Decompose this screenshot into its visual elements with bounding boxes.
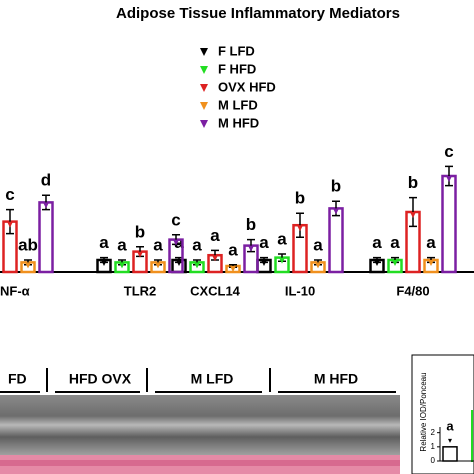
data-marker [176,260,182,266]
significance-letter: a [174,233,184,252]
data-marker [137,251,143,258]
bar [441,174,457,274]
significance-letter: a [192,235,202,254]
legend-label: F HFD [218,61,256,76]
data-marker [43,202,49,209]
data-marker [333,208,339,215]
legend-marker [200,120,208,128]
significance-letter: a [277,229,287,248]
y-tick-label: 1 [431,442,436,451]
significance-letter: a [259,233,269,252]
data-marker [428,260,434,266]
significance-letter: a [426,233,436,252]
x-tick-label: TLR2 [124,283,157,298]
legend-label: OVX HFD [218,79,276,94]
data-marker [25,262,31,269]
significance-letter: b [295,189,305,208]
legend-label: F LFD [218,43,255,58]
x-tick-label: F4/80 [396,283,429,298]
significance-letter: a [228,240,238,259]
significance-letter: a [99,233,109,252]
significance-letter: a [210,226,220,245]
significance-letter: a [446,418,454,433]
significance-letter: b [408,173,418,192]
data-marker [173,239,179,246]
legend-marker [200,66,208,74]
significance-letter: ab [18,235,38,254]
data-marker [392,260,398,266]
data-marker [446,176,452,182]
lane-brackets [0,368,396,393]
data-marker [230,266,236,272]
significance-letter: c [444,142,453,161]
data-marker [410,212,416,218]
legend-marker [200,48,208,56]
x-tick-label: IL-10 [285,283,315,298]
ponceau-band [0,460,400,466]
data-marker [261,260,267,266]
data-marker [101,260,107,266]
lane-label: M LFD [191,371,234,387]
data-marker [315,262,321,269]
bar [442,446,458,462]
bar [328,207,344,274]
legend-marker [200,102,208,110]
chart-title: Adipose Tissue Inflammatory Mediators [116,5,400,22]
significance-letter: a [390,233,400,252]
data-marker [119,262,125,269]
bar [38,201,54,274]
legend-marker [200,84,208,92]
lane-label: M HFD [314,371,358,387]
significance-letter: d [41,171,51,190]
significance-letter: a [372,233,382,252]
legend-label: M HFD [218,115,259,130]
data-marker [279,257,285,264]
data-marker [297,225,303,232]
blot-image [0,395,400,455]
significance-letter: c [171,210,180,229]
data-marker [248,245,254,252]
data-marker [155,262,161,269]
significance-letter: a [153,235,163,254]
lane-label: HFD OVX [69,371,132,387]
y-axis-label: Relative IOD/Ponceau [419,372,428,451]
legend-label: M LFD [218,97,258,112]
data-marker [212,255,218,262]
data-marker [7,221,13,228]
data-marker [448,438,452,443]
significance-letter: b [246,215,256,234]
y-tick-label: 2 [431,428,436,437]
inset-frame [411,354,474,474]
lane-label: FD [8,371,27,387]
x-tick-label: CXCL14 [190,283,241,298]
x-tick-label: NF-α [0,283,30,298]
significance-letter: a [313,235,323,254]
significance-letter: b [135,222,145,241]
significance-letter: c [5,185,14,204]
significance-letter: a [117,235,127,254]
data-marker [194,262,200,269]
significance-letter: b [331,177,341,196]
data-marker [374,260,380,266]
y-tick-label: 0 [431,456,436,465]
